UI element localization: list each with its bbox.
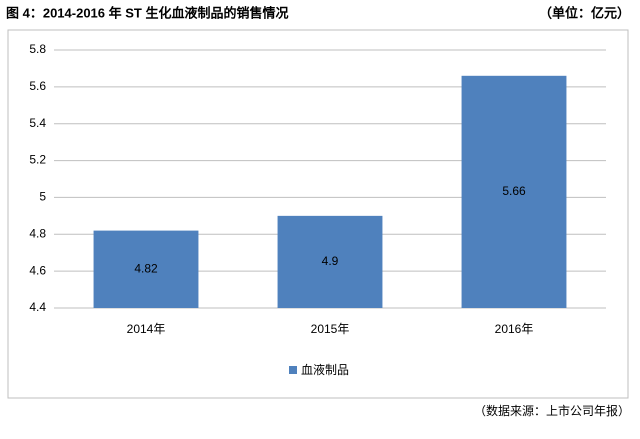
- x-tick-label: 2014年: [127, 322, 166, 336]
- y-tick-label: 4.8: [29, 226, 46, 240]
- y-tick-label: 5.8: [29, 42, 46, 56]
- chart-title: 图 4：2014-2016 年 ST 生化血液制品的销售情况: [6, 5, 288, 20]
- unit-label: （单位：亿元）: [539, 5, 630, 20]
- y-tick-label: 5.4: [29, 116, 46, 130]
- data-label: 5.66: [502, 184, 526, 198]
- source-note: （数据来源：上市公司年报）: [474, 403, 630, 418]
- legend-swatch: [289, 366, 297, 374]
- bar: [461, 75, 567, 308]
- x-tick-label: 2015年: [311, 322, 350, 336]
- legend-label: 血液制品: [301, 362, 349, 377]
- y-tick-label: 4.4: [29, 300, 46, 314]
- y-tick-label: 5.6: [29, 79, 46, 93]
- y-tick-label: 5.2: [29, 153, 46, 167]
- data-label: 4.9: [322, 254, 339, 268]
- bar: [93, 230, 199, 308]
- y-tick-label: 4.6: [29, 263, 46, 277]
- data-label: 4.82: [134, 261, 158, 275]
- y-tick-label: 5: [39, 190, 46, 204]
- bar: [277, 215, 383, 308]
- x-tick-label: 2016年: [495, 322, 534, 336]
